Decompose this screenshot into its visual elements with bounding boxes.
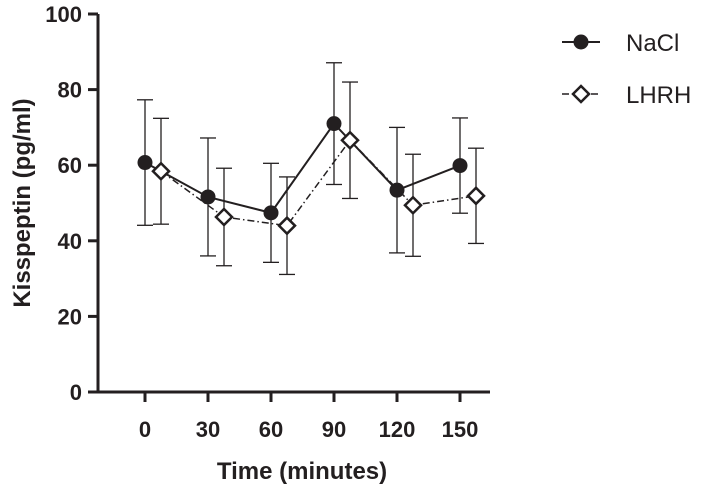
y-tick-label: 40 [58,229,82,254]
data-point-lhrh [340,130,360,151]
data-point-nacl [326,116,342,132]
legend-item-nacl: NaCl [562,30,679,57]
series-line-lhrh [160,139,477,227]
legend-label-lhrh: LHRH [626,82,691,109]
legend-marker-nacl [573,34,589,50]
x-tick-label: 90 [322,417,346,442]
data-point-lhrh [277,215,297,236]
x-ticks: 0 30 60 90 120 150 [139,392,478,442]
x-tick-label: 150 [442,417,479,442]
x-tick-label: 30 [196,417,220,442]
series-line-nacl [144,122,461,214]
data-point-nacl [263,205,279,221]
x-axis-title: Time (minutes) [217,458,387,485]
y-tick-label: 100 [45,2,82,27]
axes [96,14,490,394]
data-point-nacl [200,189,216,205]
x-tick-label: 0 [139,417,151,442]
x-tick-label: 60 [259,417,283,442]
y-tick-label: 20 [58,304,82,329]
y-axis-title: Kisspeptin (pg/ml) [9,98,36,307]
data-point-nacl [137,155,153,171]
y-tick-label: 60 [58,153,82,178]
markers [137,116,486,236]
y-tick-label: 0 [70,380,82,405]
data-point-lhrh [403,195,423,216]
data-point-lhrh [466,186,486,206]
legend: NaCl LHRH [562,30,691,109]
data-point-nacl [452,158,468,174]
legend-marker-lhrh [571,84,591,104]
legend-item-lhrh: LHRH [562,82,691,109]
legend-label-nacl: NaCl [626,30,679,57]
x-tick-label: 120 [379,417,416,442]
data-point-lhrh [151,161,171,182]
data-point-lhrh [214,207,234,227]
series-lines [144,122,477,227]
error-bars [137,62,484,276]
y-tick-label: 80 [58,78,82,103]
y-ticks: 0 20 40 60 80 100 [45,2,98,405]
data-point-nacl [389,182,405,198]
